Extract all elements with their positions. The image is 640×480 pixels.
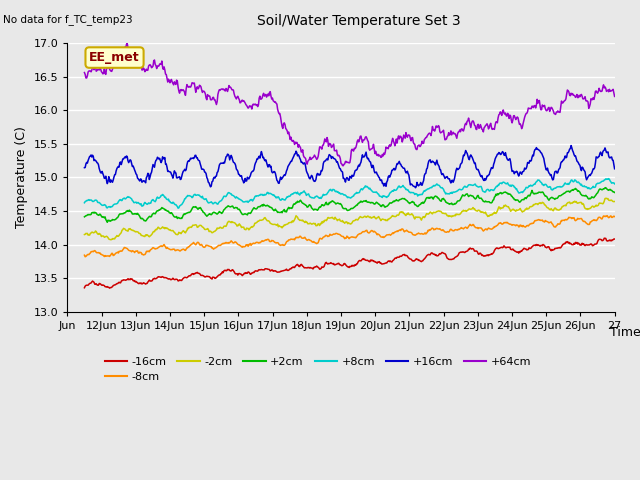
Text: Soil/Water Temperature Set 3: Soil/Water Temperature Set 3 [257, 14, 460, 28]
Text: No data for f_TC_temp23: No data for f_TC_temp23 [3, 14, 133, 25]
Y-axis label: Temperature (C): Temperature (C) [15, 126, 28, 228]
Text: EE_met: EE_met [89, 51, 140, 64]
Legend: -16cm, -8cm, -2cm, +2cm, +8cm, +16cm, +64cm: -16cm, -8cm, -2cm, +2cm, +8cm, +16cm, +6… [100, 352, 536, 387]
X-axis label: Time: Time [610, 326, 640, 339]
